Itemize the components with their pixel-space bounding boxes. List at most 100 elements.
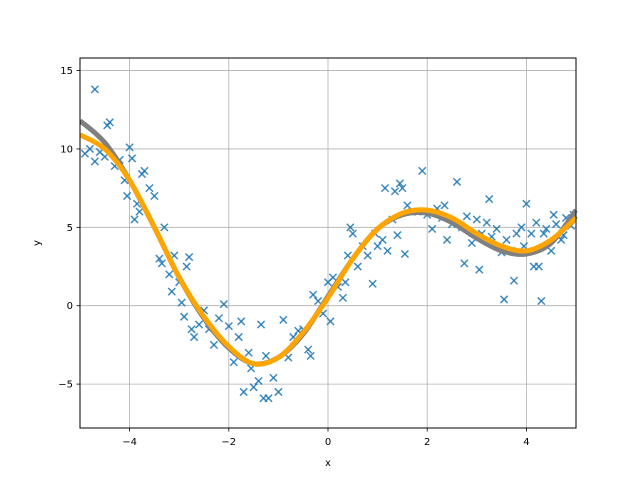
data-point xyxy=(368,279,377,288)
y-tick-label: 0 xyxy=(67,301,73,312)
data-point xyxy=(527,229,536,238)
data-point-stroke xyxy=(353,262,362,271)
data-point xyxy=(234,332,243,342)
fit-lines xyxy=(80,118,576,367)
data-point-stroke xyxy=(482,218,491,227)
data-point-stroke xyxy=(418,166,427,176)
data-point xyxy=(517,223,526,232)
y-tick-label: 5 xyxy=(67,223,73,234)
data-point xyxy=(229,358,238,367)
data-point xyxy=(254,376,263,386)
data-point-stroke xyxy=(509,276,519,285)
data-point xyxy=(219,300,228,309)
data-point-stroke xyxy=(264,394,273,403)
data-point-stroke xyxy=(532,218,541,227)
data-point-stroke xyxy=(294,326,303,335)
data-point xyxy=(492,224,501,234)
data-point xyxy=(393,231,402,240)
data-point-stroke xyxy=(160,223,169,232)
data-point xyxy=(145,183,154,193)
data-point xyxy=(418,166,427,176)
data-point xyxy=(304,345,313,354)
data-point-stroke xyxy=(145,183,154,193)
data-point xyxy=(130,215,139,224)
data-point xyxy=(482,218,491,227)
data-point xyxy=(534,262,543,271)
data-point xyxy=(274,387,283,397)
data-point-stroke xyxy=(194,320,204,329)
data-point-stroke xyxy=(244,348,253,357)
data-point xyxy=(127,154,137,163)
data-point-stroke xyxy=(556,235,566,244)
data-point-stroke xyxy=(559,231,568,240)
data-point-stroke xyxy=(561,213,571,223)
data-point-stroke xyxy=(219,300,228,309)
data-point-stroke xyxy=(373,242,382,251)
x-tick-label: 4 xyxy=(523,437,529,448)
data-point-stroke xyxy=(341,278,350,287)
data-point-stroke xyxy=(539,229,548,238)
data-point xyxy=(532,218,541,227)
data-point xyxy=(460,259,469,268)
data-point xyxy=(403,201,412,210)
data-point-stroke xyxy=(398,183,407,193)
data-point-stroke xyxy=(346,223,355,232)
data-point-stroke xyxy=(512,229,521,238)
data-point-stroke xyxy=(368,279,377,288)
data-point xyxy=(261,351,271,361)
axis-ticks: −4 −2 0 2 4 −5 0 5 10 15 xyxy=(58,66,529,448)
data-point xyxy=(475,265,484,274)
data-point-stroke xyxy=(122,191,132,201)
data-point-stroke xyxy=(467,238,476,248)
data-point-stroke xyxy=(363,251,372,260)
data-point-stroke xyxy=(537,296,546,306)
data-point xyxy=(440,201,449,210)
data-point xyxy=(512,229,521,238)
data-point-stroke xyxy=(304,345,313,354)
data-point-stroke xyxy=(229,358,238,367)
data-point-stroke xyxy=(90,157,100,166)
data-point xyxy=(326,317,335,326)
data-point xyxy=(237,317,246,326)
y-axis-label: y xyxy=(32,240,43,246)
data-point xyxy=(224,321,233,331)
data-point xyxy=(452,177,462,186)
data-point xyxy=(90,157,100,166)
data-point xyxy=(380,183,390,193)
data-point xyxy=(328,273,338,282)
data-point-stroke xyxy=(552,220,561,229)
x-axis-label: x xyxy=(325,458,331,469)
data-point-stroke xyxy=(348,229,357,238)
x-tick-label: −4 xyxy=(122,437,137,448)
data-point xyxy=(239,387,248,397)
data-point xyxy=(341,278,350,287)
data-point-stroke xyxy=(177,298,186,307)
data-point xyxy=(499,295,509,304)
data-point xyxy=(194,320,204,329)
data-point-stroke xyxy=(150,191,159,201)
data-point xyxy=(472,215,481,224)
data-point-stroke xyxy=(224,321,233,331)
data-point xyxy=(182,262,191,271)
data-point xyxy=(549,210,558,219)
x-tick-label: −2 xyxy=(221,437,236,448)
data-point-stroke xyxy=(130,215,139,224)
data-point xyxy=(249,383,258,392)
data-point-stroke xyxy=(237,317,246,326)
data-point-stroke xyxy=(502,235,511,244)
data-point-stroke xyxy=(249,383,258,392)
data-point-stroke xyxy=(517,223,526,232)
data-point-stroke xyxy=(261,351,271,361)
data-point-stroke xyxy=(492,224,501,234)
y-tick-label: −5 xyxy=(58,380,73,391)
data-point xyxy=(155,254,164,263)
data-point xyxy=(378,235,387,244)
data-point xyxy=(348,229,357,238)
data-point-stroke xyxy=(542,224,551,234)
data-point-stroke xyxy=(326,317,335,326)
data-point-stroke xyxy=(442,235,452,244)
data-point xyxy=(90,85,100,94)
data-point xyxy=(522,199,531,208)
data-point-stroke xyxy=(440,201,449,210)
